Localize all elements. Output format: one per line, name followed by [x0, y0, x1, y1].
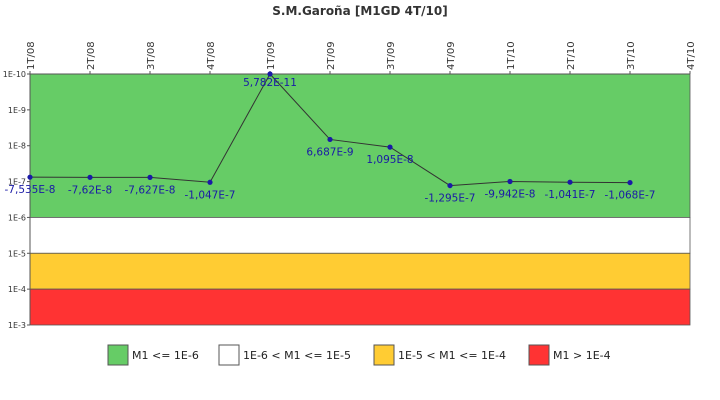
- data-point: [507, 178, 513, 185]
- data-point: [447, 182, 453, 189]
- legend-swatch-2: [373, 344, 395, 366]
- x-tick-label: 1T/09: [266, 41, 277, 70]
- data-point: [627, 179, 633, 186]
- x-tick-label: 4T/09: [446, 41, 457, 70]
- band-3: [29, 288, 691, 326]
- data-point: [387, 144, 393, 150]
- data-point: [207, 179, 213, 185]
- y-tick-label: 1E-7: [8, 178, 26, 187]
- band-0: [29, 73, 691, 218]
- x-tick-label: 3T/08: [146, 41, 157, 70]
- x-tick-label: 1T/08: [26, 41, 37, 70]
- risk-bands: [29, 73, 691, 326]
- y-tick-label: 1E-4: [8, 285, 26, 294]
- band-1: [29, 217, 691, 254]
- legend-swatch-3: [528, 344, 550, 366]
- y-tick-label: 1E-6: [8, 213, 26, 222]
- data-label: -1,068E-7: [605, 190, 656, 202]
- x-tick-label: 4T/08: [206, 41, 217, 70]
- data-label: 5,782E-11: [243, 77, 297, 89]
- legend-label-1: 1E-6 < M1 <= 1E-5: [243, 349, 351, 362]
- data-label: -7,535E-8: [5, 184, 56, 196]
- series: -7,535E-8 -7,62E-8 -7,627E-8 -1,047E-7 5,782…: [5, 71, 656, 205]
- data-label: -7,62E-8: [68, 184, 112, 196]
- x-tick-label: 2T/09: [326, 41, 337, 70]
- data-point: [267, 71, 273, 77]
- data-point: [567, 179, 573, 185]
- legend-label-2: 1E-5 < M1 <= 1E-4: [398, 349, 506, 362]
- band-2: [29, 252, 691, 290]
- data-point: [87, 174, 93, 180]
- data-label: -1,295E-7: [425, 193, 476, 205]
- y-tick-label: 1E-10: [3, 70, 26, 79]
- legend-label-0: M1 <= 1E-6: [132, 349, 199, 362]
- chart-title: S.M.Garoña [M1GD 4T/10]: [272, 4, 448, 18]
- y-tick-label: 1E-8: [8, 142, 26, 151]
- y-tick-label: 1E-9: [8, 106, 26, 115]
- y-tick-label: 1E-3: [8, 321, 26, 330]
- data-point: [147, 174, 153, 180]
- x-tick-label: 4T/10: [686, 41, 697, 70]
- legend-label-3: M1 > 1E-4: [553, 349, 611, 362]
- data-label: -7,627E-8: [125, 184, 176, 196]
- data-label: 1,095E-8: [366, 154, 413, 166]
- y-tick-label: 1E-5: [8, 249, 26, 258]
- x-axis: 1T/08 2T/08 3T/08 4T/08 1T/09 2T/09 3T/09 4T/09…: [26, 41, 697, 75]
- x-tick-label: 1T/10: [506, 41, 517, 70]
- data-point: [327, 136, 333, 143]
- data-point: [27, 174, 33, 180]
- x-tick-label: 3T/10: [626, 41, 637, 70]
- data-label: -9,942E-8: [485, 188, 536, 200]
- x-tick-label: 3T/09: [386, 41, 397, 70]
- x-tick-label: 2T/08: [86, 41, 97, 70]
- x-tick-label: 2T/10: [566, 41, 577, 70]
- y-axis: 1E-10 1E-9 1E-8 1E-7 1E-6 1E-5 1E-4 1E-3: [3, 70, 31, 330]
- legend-swatch-1: [218, 344, 240, 366]
- legend-swatch-0: [107, 344, 129, 366]
- data-label: 6,687E-9: [306, 146, 353, 158]
- data-label: -1,041E-7: [545, 189, 596, 201]
- legend: M1 <= 1E-6 1E-6 < M1 <= 1E-5 1E-5 < M1 <= …: [107, 344, 611, 366]
- data-label: -1,047E-7: [185, 189, 236, 201]
